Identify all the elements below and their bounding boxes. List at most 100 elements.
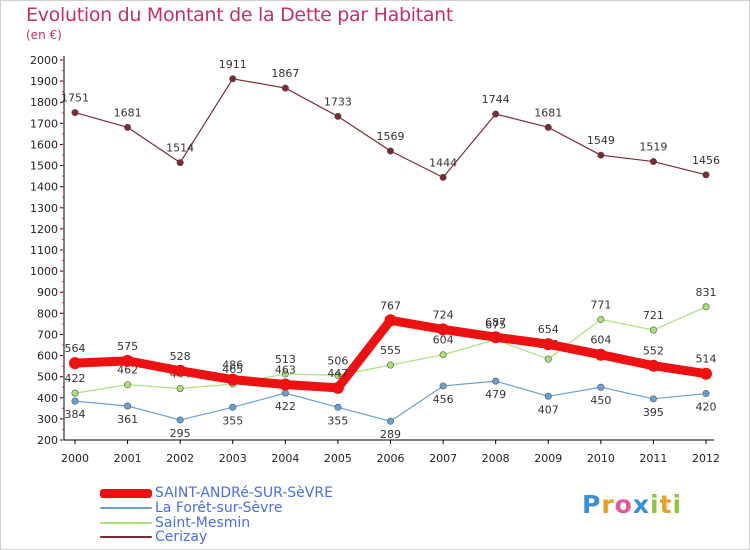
data-point (544, 355, 552, 363)
data-point (334, 403, 342, 411)
x-tick-label: 2008 (482, 452, 510, 465)
data-label: 384 (65, 408, 86, 421)
data-label: 1519 (639, 141, 667, 154)
data-point (386, 361, 394, 369)
data-point (69, 357, 81, 370)
y-tick-label: 1400 (30, 181, 58, 194)
data-point (279, 378, 292, 391)
series-line (74, 78, 707, 178)
logo-letter: P (582, 490, 602, 519)
data-label: 295 (170, 427, 191, 440)
y-tick-label: 1100 (30, 244, 58, 257)
data-point (121, 354, 134, 367)
logo-letter: o (614, 490, 633, 519)
legend-label: Saint-Mesmin (155, 515, 251, 531)
data-label: 355 (327, 414, 348, 427)
data-point (281, 370, 289, 378)
data-label: 687 (485, 316, 506, 329)
x-tick-label: 2005 (324, 452, 352, 465)
legend-label: Cerizay (155, 529, 208, 545)
data-point (386, 147, 394, 155)
y-tick-label: 600 (37, 350, 58, 363)
data-label: 1444 (429, 156, 457, 169)
series-line (74, 380, 707, 422)
logo-letter: t (659, 490, 673, 519)
y-tick-label: 2000 (30, 54, 58, 67)
data-label: 552 (643, 345, 664, 358)
data-label: 450 (590, 394, 611, 407)
data-point (124, 402, 132, 410)
data-point (71, 389, 79, 397)
y-tick-label: 700 (37, 328, 58, 341)
legend-swatch (100, 522, 152, 524)
data-point (700, 367, 712, 380)
data-label: 420 (696, 401, 717, 414)
x-tick-label: 2003 (219, 452, 247, 465)
data-point (702, 171, 710, 179)
data-label: 575 (117, 340, 138, 353)
legend-item-saint-andre: SAINT-ANDRé-SUR-SèVRE (100, 486, 333, 500)
data-point (174, 364, 187, 377)
data-point (229, 403, 237, 411)
x-tick-label: 2004 (271, 452, 299, 465)
data-point (647, 359, 660, 372)
data-label: 831 (696, 286, 717, 299)
legend-item-cerizay: Cerizay (100, 530, 207, 544)
data-label: 771 (590, 298, 611, 311)
legend-label: La Forêt-sur-Sèvre (155, 500, 283, 516)
data-label: 1867 (271, 67, 299, 80)
data-point (597, 151, 605, 159)
data-point (492, 377, 500, 385)
y-tick-label: 1800 (30, 96, 58, 109)
data-point (439, 382, 447, 390)
data-label: 1569 (377, 130, 405, 143)
logo-letter: x (632, 490, 650, 519)
data-label: 675 (485, 319, 506, 332)
y-tick-label: 900 (37, 286, 58, 299)
data-label: 654 (538, 323, 559, 336)
data-label: 767 (380, 299, 401, 312)
data-label: 355 (222, 414, 243, 427)
y-tick-label: 1900 (30, 75, 58, 88)
data-label: 1911 (219, 58, 247, 71)
data-point (597, 315, 605, 323)
legend-item-saint-mesmin: Saint-Mesmin (100, 516, 250, 530)
data-point (489, 331, 502, 344)
x-tick-label: 2001 (114, 452, 142, 465)
logo-letter: i (650, 490, 660, 519)
x-tick-label: 2011 (639, 452, 667, 465)
data-point (492, 110, 500, 118)
data-point (594, 348, 607, 361)
data-point (439, 351, 447, 359)
legend-item-la-foret: La Forêt-sur-Sèvre (100, 501, 282, 515)
data-point (281, 389, 289, 397)
data-label: 513 (275, 353, 296, 366)
data-point (437, 323, 450, 336)
data-point (331, 381, 344, 394)
data-label: 465 (222, 363, 243, 376)
chart-title: Evolution du Montant de la Dette par Hab… (26, 4, 454, 26)
data-point (439, 173, 447, 181)
legend-swatch (100, 536, 152, 538)
proxiti-logo: Proxiti (582, 490, 682, 519)
data-label: 456 (433, 393, 454, 406)
data-point (649, 326, 657, 334)
logo-letter: r (601, 490, 615, 519)
data-label: 1733 (324, 95, 352, 108)
data-label: 1744 (482, 93, 510, 106)
data-point (176, 416, 184, 424)
data-point (176, 384, 184, 392)
data-point (544, 392, 552, 400)
x-tick-label: 2002 (166, 452, 194, 465)
data-label: 564 (65, 342, 86, 355)
data-point (649, 158, 657, 166)
data-point (124, 123, 132, 131)
y-tick-label: 300 (37, 413, 58, 426)
data-label: 361 (117, 413, 138, 426)
data-label: 462 (117, 364, 138, 377)
y-tick-label: 800 (37, 307, 58, 320)
data-point (124, 381, 132, 389)
x-tick-label: 2009 (534, 452, 562, 465)
